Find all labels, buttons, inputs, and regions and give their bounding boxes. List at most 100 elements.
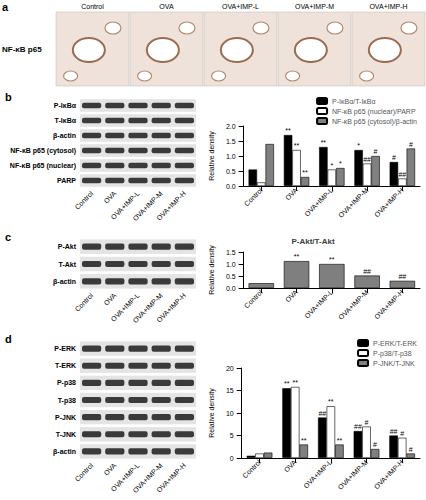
svg-text:OVA+IMP-L: OVA+IMP-L: [222, 3, 259, 10]
svg-text:**: **: [284, 380, 290, 387]
svg-text:PARP: PARP: [57, 177, 76, 184]
svg-text:**: **: [302, 169, 308, 176]
svg-text:OVA+IMP-L: OVA+IMP-L: [302, 458, 333, 489]
svg-text:1.5: 1.5: [226, 249, 236, 256]
svg-text:##: ##: [354, 423, 362, 430]
svg-text:OVA+IMP-M: OVA+IMP-M: [337, 458, 370, 491]
svg-text:0.5: 0.5: [226, 168, 236, 175]
svg-text:*: *: [357, 142, 360, 149]
svg-text:P-p38: P-p38: [57, 379, 76, 387]
svg-text:OVA+IMP-H: OVA+IMP-H: [373, 187, 405, 219]
svg-text:NF-κB p65 (nuclear): NF-κB p65 (nuclear): [10, 162, 76, 170]
svg-text:OVA+IMP-M: OVA+IMP-M: [337, 186, 370, 219]
svg-text:**: **: [328, 398, 334, 405]
svg-text:OVA+IMP-H: OVA+IMP-H: [155, 462, 187, 494]
svg-text:c: c: [5, 231, 11, 243]
svg-text:T-p38: T-p38: [58, 397, 76, 405]
svg-text:**: **: [285, 127, 291, 134]
svg-text:*: *: [339, 160, 342, 167]
svg-text:#: #: [409, 141, 413, 148]
svg-text:#: #: [374, 148, 378, 155]
svg-text:a: a: [2, 1, 9, 13]
svg-text:##: ##: [363, 268, 371, 275]
svg-text:OVA: OVA: [102, 190, 117, 205]
svg-text:Relative density: Relative density: [208, 131, 216, 181]
svg-text:##: ##: [398, 273, 406, 280]
svg-text:NF-κB p65 (cytosol)/β-actin: NF-κB p65 (cytosol)/β-actin: [332, 118, 417, 126]
svg-text:T-Akt: T-Akt: [59, 261, 77, 268]
svg-text:OVA: OVA: [283, 458, 298, 473]
svg-text:##: ##: [390, 428, 398, 435]
svg-text:1.0: 1.0: [226, 153, 236, 160]
svg-text:**: **: [294, 253, 300, 260]
svg-text:β-actin: β-actin: [53, 132, 76, 140]
svg-text:T-JNK: T-JNK: [56, 431, 76, 438]
svg-text:**: **: [292, 379, 298, 386]
svg-text:β-actin: β-actin: [53, 448, 76, 456]
svg-text:*: *: [330, 162, 333, 169]
svg-text:0.5: 0.5: [226, 273, 236, 280]
svg-text:OVA+IMP-H: OVA+IMP-H: [155, 190, 187, 222]
svg-text:OVA+IMP-H: OVA+IMP-H: [155, 292, 187, 324]
svg-text:P-ERK: P-ERK: [54, 345, 76, 352]
svg-text:0.0: 0.0: [226, 285, 236, 292]
svg-text:P-IκBα/T-IκBα: P-IκBα/T-IκBα: [332, 98, 376, 105]
svg-text:0: 0: [230, 455, 234, 462]
svg-text:10: 10: [226, 410, 234, 417]
svg-text:T-IκBα: T-IκBα: [55, 117, 77, 124]
svg-text:**: **: [321, 139, 327, 146]
svg-text:**: **: [329, 256, 335, 263]
svg-text:1.5: 1.5: [226, 138, 236, 145]
svg-text:**: **: [301, 437, 307, 444]
svg-text:Relative density: Relative density: [208, 245, 216, 295]
svg-text:OVA+IMP-H: OVA+IMP-H: [373, 289, 405, 321]
svg-text:P-JNK/T-JNK: P-JNK/T-JNK: [373, 360, 415, 367]
svg-text:**: **: [337, 437, 343, 444]
svg-text:Control: Control: [241, 458, 262, 479]
svg-text:Control: Control: [73, 189, 94, 210]
svg-text:P-Akt/T-Akt: P-Akt/T-Akt: [291, 237, 334, 246]
svg-text:OVA+IMP-H: OVA+IMP-H: [373, 459, 405, 491]
svg-text:NF-κB p65: NF-κB p65: [2, 45, 42, 54]
svg-text:OVA+IMP-L: OVA+IMP-L: [303, 186, 334, 217]
svg-text:P-Akt: P-Akt: [58, 243, 77, 250]
svg-text:Control: Control: [243, 186, 264, 207]
svg-text:#: #: [365, 419, 369, 426]
svg-text:T-ERK: T-ERK: [55, 362, 76, 369]
svg-text:##: ##: [318, 410, 326, 417]
svg-text:Control: Control: [81, 3, 104, 10]
svg-text:1.0: 1.0: [226, 261, 236, 268]
svg-text:15: 15: [226, 387, 234, 394]
svg-text:OVA: OVA: [284, 288, 299, 303]
svg-text:##: ##: [398, 171, 406, 178]
svg-text:#: #: [409, 446, 413, 453]
svg-text:20: 20: [226, 365, 234, 372]
svg-text:OVA: OVA: [102, 292, 117, 307]
svg-text:OVA: OVA: [102, 462, 117, 477]
svg-text:NF-κB p65 (nuclear)/PARP: NF-κB p65 (nuclear)/PARP: [332, 108, 416, 116]
svg-text:d: d: [5, 333, 12, 345]
svg-text:5: 5: [230, 432, 234, 439]
svg-text:**: **: [294, 142, 300, 149]
svg-text:P-JNK: P-JNK: [55, 414, 76, 421]
svg-text:0.0: 0.0: [226, 183, 236, 190]
svg-text:P-ERK/T-ERK: P-ERK/T-ERK: [373, 340, 417, 347]
svg-text:OVA+IMP-M: OVA+IMP-M: [337, 288, 370, 321]
svg-text:#: #: [400, 430, 404, 437]
svg-text:β-actin: β-actin: [53, 278, 76, 286]
svg-text:Control: Control: [73, 291, 94, 312]
svg-text:b: b: [5, 91, 12, 103]
svg-text:##: ##: [363, 156, 371, 163]
svg-text:OVA: OVA: [284, 186, 299, 201]
svg-text:OVA+IMP-H: OVA+IMP-H: [369, 3, 407, 10]
svg-text:#: #: [392, 154, 396, 161]
svg-text:NF-κB p65 (cytosol): NF-κB p65 (cytosol): [10, 147, 76, 155]
svg-text:OVA: OVA: [159, 3, 174, 10]
svg-text:Relative density: Relative density: [208, 388, 216, 438]
svg-text:#: #: [373, 441, 377, 448]
svg-text:OVA+IMP-L: OVA+IMP-L: [303, 288, 334, 319]
svg-text:2.0: 2.0: [226, 123, 236, 130]
svg-text:Control: Control: [73, 461, 94, 482]
svg-text:P-p38/T-p38: P-p38/T-p38: [373, 350, 412, 358]
svg-text:Control: Control: [243, 288, 264, 309]
